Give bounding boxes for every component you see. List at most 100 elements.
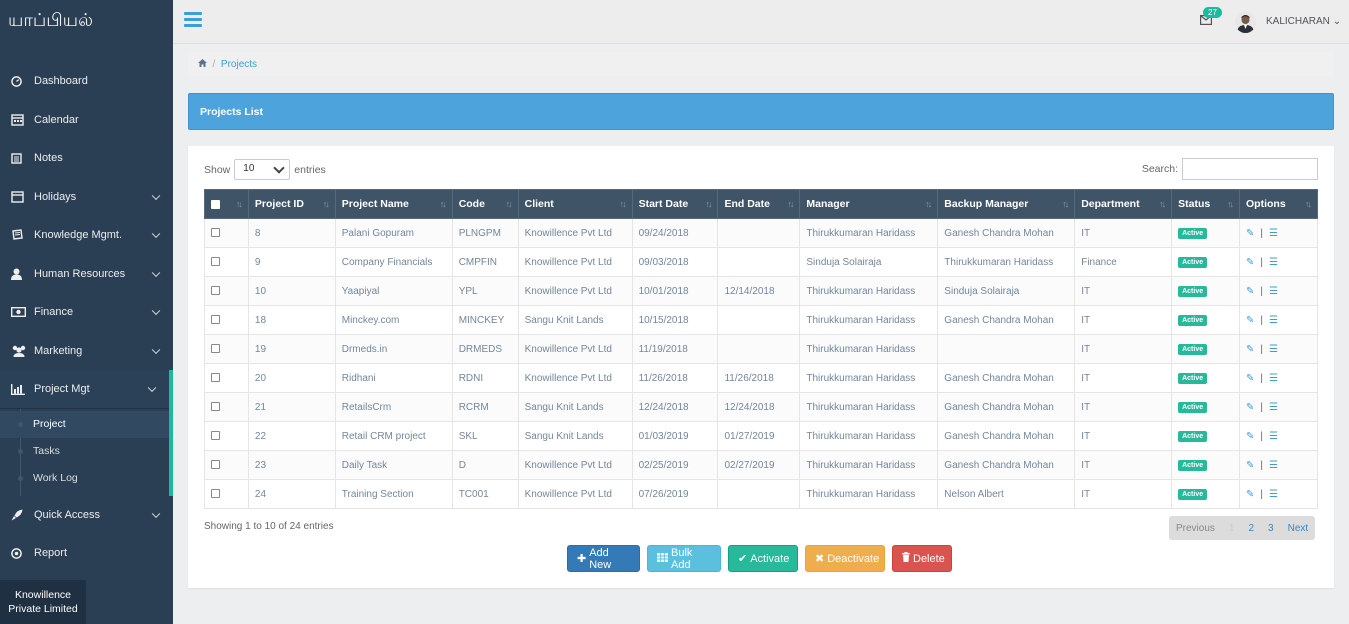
column-header[interactable]: Manager ↑↓ xyxy=(799,189,939,219)
deactivate-button[interactable]: ✖ Deactivate xyxy=(805,545,885,572)
list-icon[interactable]: ☰ xyxy=(1269,401,1278,413)
submenu-item-work-log[interactable]: Work Log xyxy=(0,465,169,492)
list-icon[interactable]: ☰ xyxy=(1269,343,1278,355)
column-header[interactable]: Department ↑↓ xyxy=(1074,189,1173,219)
list-icon[interactable]: ☰ xyxy=(1269,459,1278,471)
add-new-button[interactable]: ✚ Add New xyxy=(567,545,640,572)
activate-button[interactable]: ✔ Activate xyxy=(728,545,798,572)
column-header[interactable]: Project Name ↑↓ xyxy=(334,189,453,219)
row-checkbox[interactable] xyxy=(211,373,220,383)
avatar[interactable] xyxy=(1235,12,1256,33)
edit-pencil-icon[interactable]: ✎ xyxy=(1246,372,1255,384)
table-row[interactable]: 10 Yaapiyal YPL Knowillence Pvt Ltd 10/01/20… xyxy=(204,276,1318,306)
row-checkbox[interactable] xyxy=(211,460,220,470)
delete-button[interactable]: Delete xyxy=(892,545,952,572)
column-header[interactable]: Status ↑↓ xyxy=(1171,189,1241,219)
table-row[interactable]: 20 Ridhani RDNI Knowillence Pvt Ltd 11/26/20… xyxy=(204,363,1318,393)
sidebar-item-human-resources[interactable]: Human Resources xyxy=(0,255,173,294)
status-cell: Active xyxy=(1171,479,1241,509)
table-cell: Knowillence Pvt Ltd xyxy=(517,363,633,393)
edit-pencil-icon[interactable]: ✎ xyxy=(1246,430,1255,442)
row-checkbox[interactable] xyxy=(211,431,220,441)
sidebar-item-dashboard[interactable]: Dashboard xyxy=(0,62,173,101)
sidebar-item-project-mgt[interactable]: Project Mgt xyxy=(0,370,173,409)
column-header[interactable]: Client ↑↓ xyxy=(517,189,633,219)
table-cell: RetailsCrm xyxy=(334,392,453,422)
list-icon[interactable]: ☰ xyxy=(1269,227,1278,239)
page-size-select[interactable]: 10 xyxy=(234,159,291,180)
pagination-previous[interactable]: Previous xyxy=(1176,522,1215,534)
list-icon[interactable]: ☰ xyxy=(1269,372,1278,384)
table-row[interactable]: 24 Training Section TC001 Knowillence Pvt L… xyxy=(204,479,1318,509)
sort-icon: ↑↓ xyxy=(1062,199,1069,209)
select-all-checkbox[interactable] xyxy=(211,199,220,209)
row-checkbox[interactable] xyxy=(211,315,220,325)
table-row[interactable]: 18 Minckey.com MINCKEY Sangu Knit Lands 10/1… xyxy=(204,305,1318,335)
row-checkbox[interactable] xyxy=(211,489,220,499)
edit-pencil-icon[interactable]: ✎ xyxy=(1246,285,1255,297)
edit-pencil-icon[interactable]: ✎ xyxy=(1246,401,1255,413)
edit-pencil-icon[interactable]: ✎ xyxy=(1246,227,1255,239)
sidebar-item-notes[interactable]: Notes xyxy=(0,139,173,178)
row-checkbox[interactable] xyxy=(211,257,220,267)
app-brand[interactable]: யாப்பியல் xyxy=(8,10,94,31)
sidebar-item-report[interactable]: Report xyxy=(0,534,173,573)
page-size-value: 10 xyxy=(243,163,255,174)
submenu-item-project[interactable]: Project xyxy=(0,410,169,438)
edit-pencil-icon[interactable]: ✎ xyxy=(1246,343,1255,355)
sidebar-item-quick-access[interactable]: Quick Access xyxy=(0,496,173,535)
table-row[interactable]: 9 Company Financials CMPFIN Knowillence Pvt… xyxy=(204,247,1318,277)
column-header[interactable]: Start Date ↑↓ xyxy=(631,189,719,219)
pagination-next[interactable]: Next xyxy=(1287,522,1309,534)
row-checkbox[interactable] xyxy=(211,344,220,354)
submenu-item-tasks[interactable]: Tasks xyxy=(0,438,169,465)
pagination-page[interactable]: 3 xyxy=(1268,522,1274,534)
edit-pencil-icon[interactable]: ✎ xyxy=(1246,256,1255,268)
breadcrumb-projects-link[interactable]: Projects xyxy=(220,59,258,70)
sidebar-item-calendar[interactable]: Calendar xyxy=(0,101,173,140)
list-icon[interactable]: ☰ xyxy=(1269,256,1278,268)
search-input[interactable] xyxy=(1182,158,1318,180)
table-cell: Knowillence Pvt Ltd xyxy=(517,334,633,364)
table-row[interactable]: 23 Daily Task D Knowillence Pvt Ltd 02/25/20… xyxy=(204,450,1318,480)
status-badge: Active xyxy=(1178,373,1208,384)
table-cell: Thirukkumaran Haridass xyxy=(937,247,1076,277)
table-row[interactable]: 21 RetailsCrm RCRM Sangu Knit Lands 12/24/20… xyxy=(204,392,1318,422)
edit-pencil-icon[interactable]: ✎ xyxy=(1246,488,1255,500)
sidebar-item-finance[interactable]: Finance xyxy=(0,293,173,332)
times-icon: ✖ xyxy=(815,553,825,565)
bulk-add-button[interactable]: Bulk Add xyxy=(647,545,721,572)
table-cell: D xyxy=(451,450,519,480)
row-checkbox[interactable] xyxy=(211,228,220,238)
table-cell: Knowillence Pvt Ltd xyxy=(517,218,633,248)
list-icon[interactable]: ☰ xyxy=(1269,314,1278,326)
sidebar-item-holidays[interactable]: Holidays xyxy=(0,178,173,217)
sort-icon: ↑↓ xyxy=(322,199,330,209)
list-icon[interactable]: ☰ xyxy=(1269,488,1278,500)
menu-toggle-icon[interactable] xyxy=(184,12,202,28)
column-header[interactable]: Backup Manager ↑↓ xyxy=(937,189,1076,219)
sort-icon[interactable]: ↑↓ xyxy=(235,199,243,209)
list-icon[interactable]: ☰ xyxy=(1269,285,1278,297)
table-row[interactable]: 8 Palani Gopuram PLNGPM Knowillence Pvt Ltd… xyxy=(204,218,1318,248)
home-icon[interactable] xyxy=(198,59,207,70)
row-checkbox[interactable] xyxy=(211,286,220,296)
column-header[interactable]: Project ID ↑↓ xyxy=(247,189,336,219)
column-header[interactable]: End Date ↑↓ xyxy=(717,189,801,219)
pagination-page[interactable]: 2 xyxy=(1248,522,1255,534)
pagination-page[interactable]: 1 xyxy=(1228,522,1235,534)
list-icon[interactable]: ☰ xyxy=(1269,430,1278,442)
edit-pencil-icon[interactable]: ✎ xyxy=(1246,459,1255,471)
button-label: Activate xyxy=(750,552,790,565)
row-checkbox[interactable] xyxy=(211,402,220,412)
status-badge: Active xyxy=(1178,402,1208,413)
row-select-cell xyxy=(204,392,249,422)
column-header[interactable]: Options ↑↓ xyxy=(1239,189,1318,219)
sidebar-item-marketing[interactable]: Marketing xyxy=(0,332,173,371)
table-row[interactable]: 22 Retail CRM project SKL Sangu Knit Lands 0… xyxy=(204,421,1318,451)
user-menu[interactable]: KALICHARAN ⌄ xyxy=(1266,16,1341,27)
column-header[interactable]: Code ↑↓ xyxy=(451,189,519,219)
table-row[interactable]: 19 Drmeds.in DRMEDS Knowillence Pvt Ltd 11/1… xyxy=(204,334,1318,364)
sidebar-item-knowledge[interactable]: Knowledge Mgmt. xyxy=(0,216,173,255)
edit-pencil-icon[interactable]: ✎ xyxy=(1246,314,1255,326)
